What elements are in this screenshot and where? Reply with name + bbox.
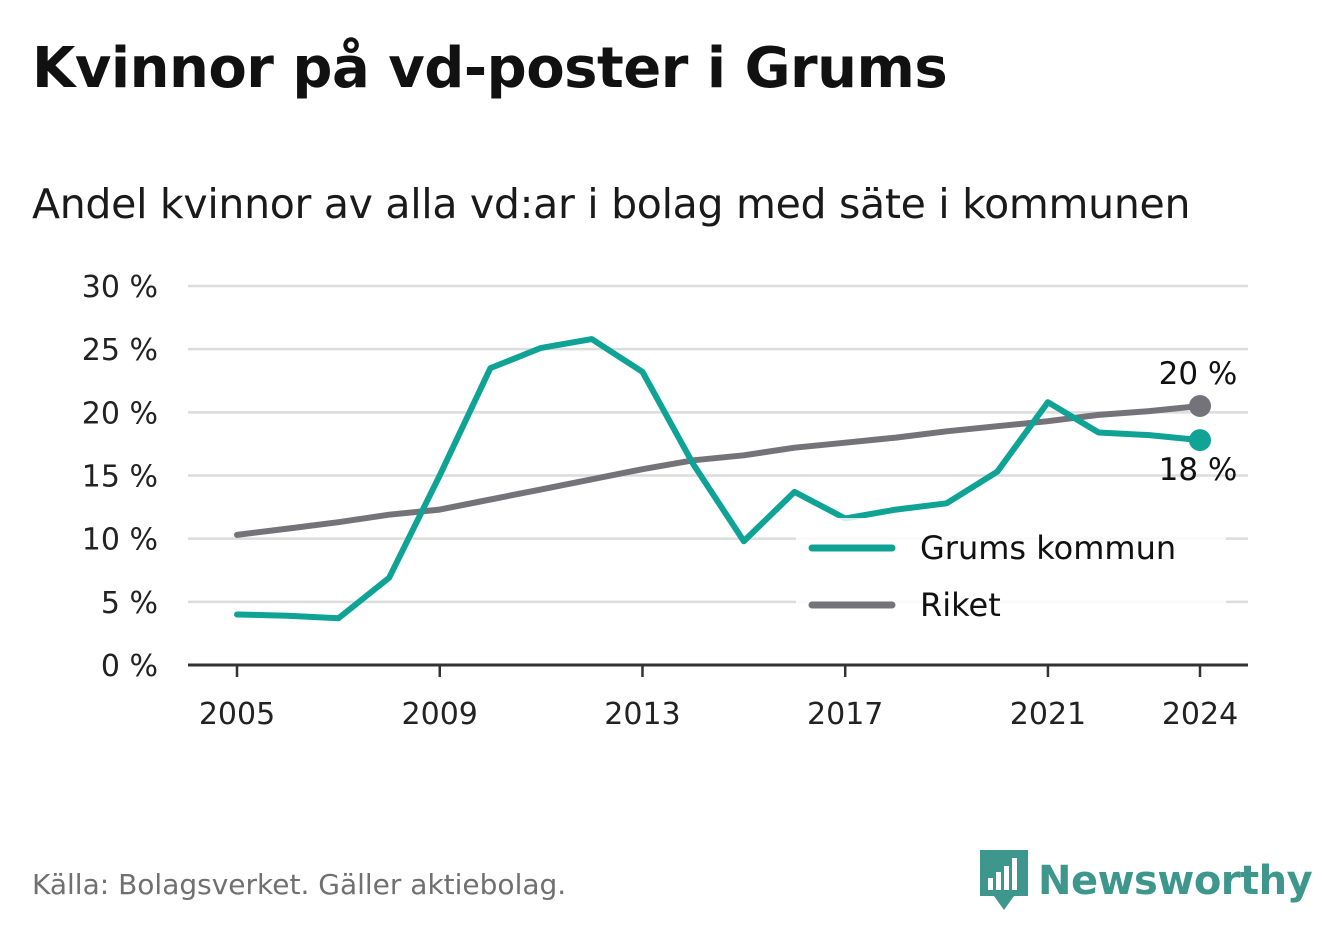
x-tick-label: 2005 — [199, 697, 275, 732]
end-point-riket — [1189, 395, 1211, 418]
y-tick-label: 25 % — [82, 333, 158, 368]
end-label-grums: 18 % — [1159, 452, 1238, 488]
x-tick-label: 2021 — [1010, 697, 1086, 732]
y-tick-label: 10 % — [82, 523, 158, 558]
x-tick-label: 2017 — [807, 697, 883, 732]
y-tick-label: 15 % — [82, 460, 158, 495]
series-line-riket — [234, 403, 1203, 538]
legend-label-riket: Riket — [920, 586, 1001, 624]
x-tick-label: 2013 — [604, 697, 680, 732]
end-label-riket: 20 % — [1159, 356, 1238, 392]
series-line-grums — [234, 336, 1203, 622]
bar-chart-icon — [980, 850, 1028, 910]
legend-background — [796, 518, 1226, 638]
legend-label-grums: Grums kommun — [920, 529, 1176, 567]
y-tick-label: 5 % — [101, 586, 158, 621]
newsworthy-logo: Newsworthy — [980, 850, 1313, 912]
chart-subtitle: Andel kvinnor av alla vd:ar i bolag med … — [32, 180, 1191, 228]
y-tick-label: 0 % — [101, 649, 158, 684]
end-point-grums — [1189, 429, 1211, 452]
x-tick-label: 2009 — [402, 697, 478, 732]
chart-title: Kvinnor på vd-poster i Grums — [32, 36, 948, 101]
x-tick-label: 2024 — [1162, 697, 1238, 732]
y-tick-label: 30 % — [82, 270, 158, 305]
source-note: Källa: Bolagsverket. Gäller aktiebolag. — [32, 868, 567, 901]
y-tick-label: 20 % — [82, 396, 158, 431]
brand-name: Newsworthy — [1038, 858, 1313, 904]
